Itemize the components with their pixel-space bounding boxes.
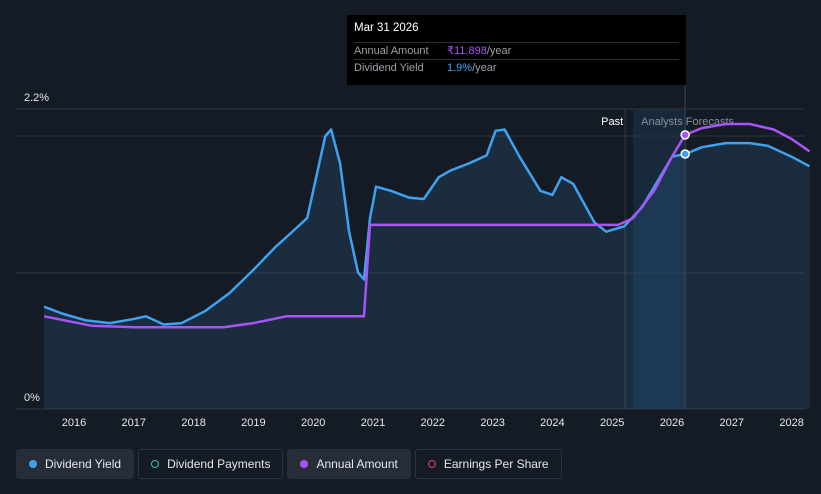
legend: Dividend Yield Dividend Payments Annual … <box>16 449 562 479</box>
tooltip-title: Mar 31 2026 <box>354 22 419 34</box>
x-tick-label: 2027 <box>720 417 744 429</box>
tooltip-row-yield: Dividend Yield 1.9% /year <box>354 59 679 76</box>
x-tick-label: 2021 <box>361 417 385 429</box>
x-tick-label: 2016 <box>62 417 86 429</box>
tooltip-unit: /year <box>486 45 512 57</box>
series-layer <box>43 122 811 409</box>
x-axis: 2016 2017 2018 2019 2020 2021 2022 2023 2024 2025… <box>62 417 804 429</box>
tooltip-key: Annual Amount <box>354 45 429 57</box>
legend-dot-icon <box>29 460 37 468</box>
tooltip-row-amount: Annual Amount ₹11.898 /year <box>354 42 679 59</box>
region-label-forecast: Analysts Forecasts <box>641 116 734 128</box>
x-tick-label: 2018 <box>181 417 205 429</box>
tooltip: Mar 31 2026 Annual Amount ₹11.898 /year … <box>347 15 686 85</box>
y-tick-top: 2.2% <box>24 92 49 104</box>
x-tick-label: 2025 <box>600 417 624 429</box>
x-tick-label: 2028 <box>779 417 803 429</box>
tooltip-value: 1.9% <box>447 62 473 74</box>
x-tick-label: 2017 <box>122 417 146 429</box>
legend-dividend-payments[interactable]: Dividend Payments <box>138 449 284 479</box>
region-label-past: Past <box>601 116 623 128</box>
legend-label: Earnings Per Share <box>443 457 549 471</box>
legend-dot-icon <box>151 460 160 468</box>
hover-markers <box>680 130 690 159</box>
tooltip-value: ₹11.898 <box>447 45 487 57</box>
dividend-yield-line <box>43 128 811 326</box>
x-tick-label: 2020 <box>301 417 325 429</box>
legend-label: Dividend Payments <box>167 457 271 471</box>
legend-dot-icon <box>300 460 309 468</box>
legend-dividend-yield[interactable]: Dividend Yield <box>16 449 135 479</box>
x-tick-label: 2019 <box>241 417 265 429</box>
x-tick-label: 2023 <box>480 417 504 429</box>
legend-dot-icon <box>427 460 436 468</box>
dividend-yield-marker <box>680 149 690 159</box>
x-tick-label: 2026 <box>660 417 684 429</box>
x-tick-label: 2024 <box>540 417 564 429</box>
tooltip-unit: /year <box>472 62 497 74</box>
legend-label: Dividend Yield <box>45 457 122 471</box>
annual-amount-line <box>43 122 811 329</box>
dividend-yield-area <box>44 129 810 409</box>
tooltip-key: Dividend Yield <box>354 62 424 74</box>
forecast-band <box>633 109 686 409</box>
legend-label: Annual Amount <box>316 457 398 471</box>
legend-annual-amount[interactable]: Annual Amount <box>287 449 411 479</box>
legend-earnings-per-share[interactable]: Earnings Per Share <box>414 449 562 479</box>
x-tick-label: 2022 <box>421 417 445 429</box>
annual-amount-marker <box>680 130 690 140</box>
y-tick-bottom: 0% <box>24 392 40 404</box>
